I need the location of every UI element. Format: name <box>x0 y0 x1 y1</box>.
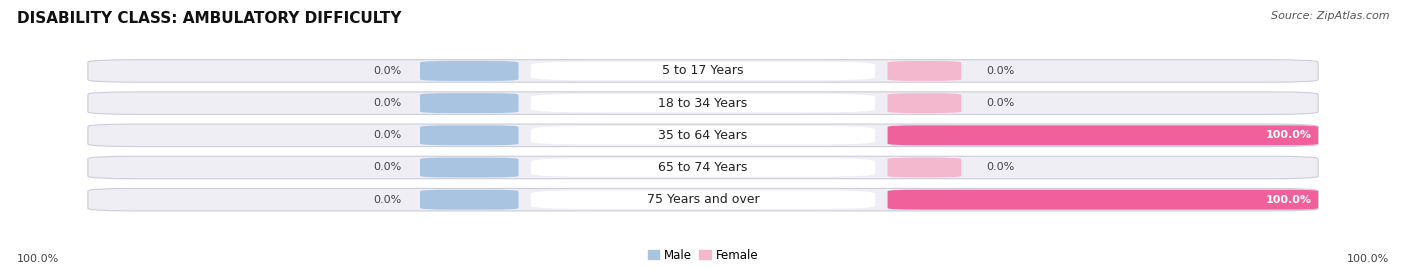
Text: 0.0%: 0.0% <box>986 66 1014 76</box>
Text: 18 to 34 Years: 18 to 34 Years <box>658 97 748 110</box>
Text: 0.0%: 0.0% <box>374 130 402 140</box>
FancyBboxPatch shape <box>531 62 875 80</box>
Text: 0.0%: 0.0% <box>986 162 1014 172</box>
FancyBboxPatch shape <box>887 158 962 178</box>
Text: 35 to 64 Years: 35 to 64 Years <box>658 129 748 142</box>
Text: DISABILITY CLASS: AMBULATORY DIFFICULTY: DISABILITY CLASS: AMBULATORY DIFFICULTY <box>17 11 401 26</box>
FancyBboxPatch shape <box>87 92 1319 114</box>
Text: 100.0%: 100.0% <box>1347 254 1389 264</box>
Text: 0.0%: 0.0% <box>374 66 402 76</box>
FancyBboxPatch shape <box>420 61 519 81</box>
FancyBboxPatch shape <box>87 156 1319 179</box>
FancyBboxPatch shape <box>420 125 519 145</box>
Text: 0.0%: 0.0% <box>374 195 402 205</box>
Text: 0.0%: 0.0% <box>986 98 1014 108</box>
FancyBboxPatch shape <box>531 190 875 209</box>
Legend: Male, Female: Male, Female <box>643 244 763 266</box>
Text: Source: ZipAtlas.com: Source: ZipAtlas.com <box>1271 11 1389 21</box>
FancyBboxPatch shape <box>420 93 519 113</box>
Text: 65 to 74 Years: 65 to 74 Years <box>658 161 748 174</box>
FancyBboxPatch shape <box>531 126 875 145</box>
FancyBboxPatch shape <box>420 190 519 210</box>
Text: 0.0%: 0.0% <box>374 162 402 172</box>
FancyBboxPatch shape <box>887 125 1319 145</box>
Text: 75 Years and over: 75 Years and over <box>647 193 759 206</box>
Text: 100.0%: 100.0% <box>1265 195 1312 205</box>
Text: 100.0%: 100.0% <box>17 254 59 264</box>
Text: 0.0%: 0.0% <box>374 98 402 108</box>
FancyBboxPatch shape <box>887 190 1319 210</box>
Text: 5 to 17 Years: 5 to 17 Years <box>662 65 744 77</box>
FancyBboxPatch shape <box>531 94 875 112</box>
FancyBboxPatch shape <box>887 61 962 81</box>
FancyBboxPatch shape <box>87 124 1319 147</box>
Text: 100.0%: 100.0% <box>1265 130 1312 140</box>
FancyBboxPatch shape <box>887 93 962 113</box>
FancyBboxPatch shape <box>87 60 1319 82</box>
FancyBboxPatch shape <box>87 188 1319 211</box>
FancyBboxPatch shape <box>531 158 875 177</box>
FancyBboxPatch shape <box>420 158 519 178</box>
